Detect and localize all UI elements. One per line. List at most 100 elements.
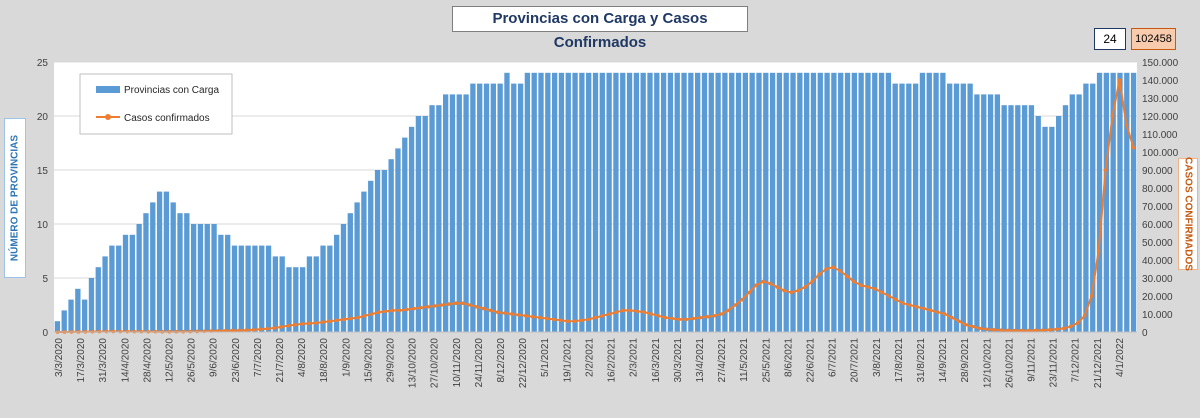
line-point [363,314,367,318]
line-point [111,329,116,334]
x-tick-label: 7/12/2021 [1071,338,1082,383]
bar [872,72,878,333]
bar [334,234,340,332]
line-point [656,314,661,318]
bar [1124,72,1130,333]
bar [170,202,176,332]
line-point [901,301,905,306]
bar [851,72,857,333]
bar [558,72,565,333]
line-point [321,320,325,324]
line-point [845,274,849,279]
bar [565,72,571,333]
bar [190,224,197,332]
bar [150,202,156,332]
right-tick-label: 80.000 [1142,184,1173,195]
right-tick-label: 90.000 [1142,166,1173,177]
x-tick-label: 3/3/2020 [54,338,65,377]
bar [1021,105,1028,332]
bar [660,72,667,333]
bar [1049,126,1055,332]
line-point [1124,123,1129,127]
x-tick-label: 9/6/2020 [209,338,220,377]
right-tick-label: 20.000 [1142,292,1173,303]
line-point [349,316,353,321]
right-tick-label: 110.000 [1142,130,1178,141]
line-point [887,294,891,298]
bar [1001,105,1007,332]
right-tick-label: 70.000 [1142,202,1173,213]
legend-box [79,73,233,135]
left-tick-label: 15 [37,166,49,177]
line-point [991,328,996,332]
line-point [537,315,542,320]
bar [824,72,830,333]
line-point [377,310,381,315]
line-point [1019,328,1024,333]
bar [504,72,510,333]
x-tick-label: 27/4/2021 [717,338,728,383]
x-tick-label: 17/3/2020 [76,338,87,383]
bar [1096,72,1103,333]
x-tick-label: 26/5/2020 [187,338,198,383]
x-tick-label: 5/1/2021 [540,338,551,377]
line-point [104,329,109,334]
line-point [516,313,521,317]
bar [531,72,537,333]
bar [987,94,994,333]
line-point [824,267,828,271]
bar [327,245,333,332]
bar [279,256,285,332]
bar [545,72,551,333]
bar [749,72,755,333]
bar [75,288,81,332]
line-point [300,322,304,326]
x-tick-label: 6/7/2021 [828,338,839,377]
bar [647,72,653,333]
bar [245,245,251,332]
bar [408,126,415,332]
line-point [705,314,710,319]
x-tick-label: 21/7/2020 [275,338,286,383]
x-tick-label: 23/11/2021 [1049,338,1060,388]
bar [388,159,394,332]
bar [477,83,483,332]
line-point [551,317,556,322]
bar [231,245,238,332]
x-tick-label: 16/2/2021 [607,338,618,383]
right-tick-label: 30.000 [1142,274,1173,285]
x-tick-label: 4/8/2020 [297,338,308,377]
bar [1076,94,1082,333]
line-point [202,329,207,334]
right-tick-label: 60.000 [1142,220,1173,231]
line-point [446,302,451,306]
bar [184,213,190,332]
bar [1062,105,1069,332]
bar [143,213,149,332]
x-tick-label: 21/12/2021 [1093,338,1104,388]
line-point [796,288,800,293]
bar [838,72,844,333]
x-tick-label: 31/3/2020 [98,338,109,383]
x-tick-label: 25/5/2021 [761,338,772,383]
bar [211,224,217,332]
line-point [747,290,752,295]
bar [449,94,456,333]
line-point [880,290,884,295]
line-point [733,303,738,307]
line-point [852,279,856,284]
bar [735,72,742,333]
line-point [984,327,989,332]
bar [960,83,966,332]
right-tick-label: 120.000 [1142,112,1179,123]
x-tick-label: 13/4/2021 [695,338,706,383]
bar [436,105,442,332]
line-point [677,317,682,322]
line-point [838,269,842,273]
bar [926,72,932,333]
line-point [1131,145,1136,150]
right-axis-ticks: 0 10.000 20.000 30.000 40.000 50.000 60.000 70.… [1142,58,1179,339]
x-tick-label: 22/6/2021 [805,338,816,383]
line-point [279,325,283,329]
bar [885,72,892,333]
